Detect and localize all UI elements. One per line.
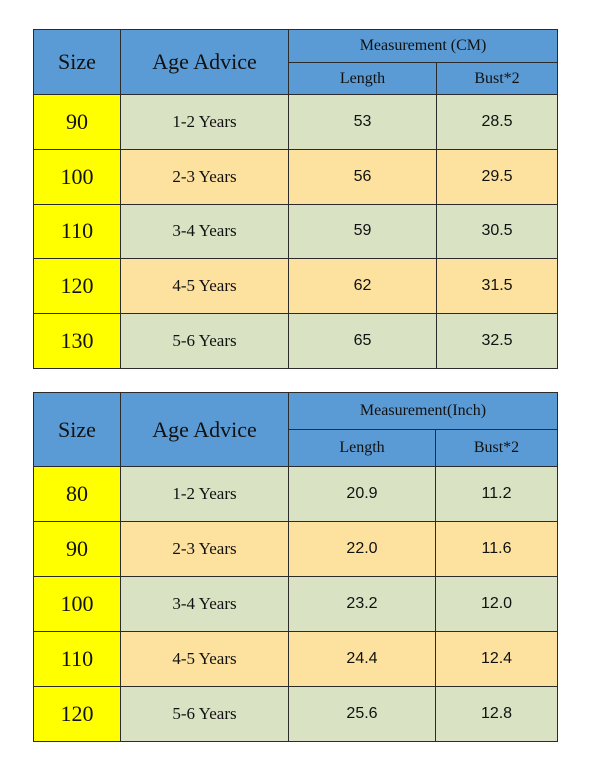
- table-row: 90 2-3 Years 22.0 11.6: [33, 521, 559, 577]
- header-bust: Bust*2: [435, 62, 559, 95]
- table-row: 90 1-2 Years 53 28.5: [33, 94, 559, 150]
- age-cell: 2-3 Years: [120, 521, 289, 577]
- header-size: Size: [33, 392, 121, 467]
- length-cell: 25.6: [288, 686, 436, 742]
- table-row: 100 3-4 Years 23.2 12.0: [33, 576, 559, 632]
- table-row: 110 3-4 Years 59 30.5: [33, 203, 559, 260]
- header-measurement: Measurement (CM): [287, 29, 559, 63]
- size-cell: 80: [33, 466, 121, 522]
- bust-cell: 30.5: [435, 203, 559, 260]
- age-cell: 4-5 Years: [120, 258, 289, 315]
- size-cell: 90: [33, 521, 121, 577]
- age-cell: 3-4 Years: [120, 203, 289, 260]
- size-cell: 100: [33, 576, 121, 632]
- age-cell: 5-6 Years: [120, 313, 289, 369]
- length-cell: 53: [288, 94, 437, 150]
- size-cell: 130: [33, 313, 121, 369]
- table-row: 110 4-5 Years 24.4 12.4: [33, 631, 559, 687]
- length-cell: 20.9: [288, 466, 436, 522]
- length-cell: 24.4: [288, 631, 436, 687]
- size-cell: 110: [33, 203, 121, 260]
- bust-cell: 29.5: [435, 148, 559, 205]
- table-row: 80 1-2 Years 20.9 11.2: [33, 466, 559, 522]
- header-size: Size: [33, 29, 121, 95]
- table-row: 120 4-5 Years 62 31.5: [33, 258, 559, 315]
- size-cell: 120: [33, 686, 121, 742]
- bust-cell: 12.8: [434, 686, 559, 742]
- age-cell: 4-5 Years: [120, 631, 289, 687]
- size-cell: 120: [33, 258, 121, 315]
- size-chart-cm-table: Size Age Advice Measurement (CM) Length …: [33, 29, 559, 369]
- length-cell: 65: [288, 313, 437, 369]
- header-age-advice: Age Advice: [120, 29, 289, 95]
- bust-cell: 31.5: [435, 258, 559, 315]
- bust-cell: 11.6: [434, 521, 559, 577]
- age-cell: 1-2 Years: [120, 94, 289, 150]
- header-age-advice: Age Advice: [120, 392, 289, 467]
- age-cell: 1-2 Years: [120, 466, 289, 522]
- length-cell: 56: [288, 148, 437, 205]
- age-cell: 5-6 Years: [120, 686, 289, 742]
- table-row: 120 5-6 Years 25.6 12.8: [33, 686, 559, 742]
- length-cell: 22.0: [288, 521, 436, 577]
- bust-cell: 11.2: [434, 466, 559, 522]
- header-length: Length: [288, 62, 437, 95]
- table-row: 130 5-6 Years 65 32.5: [33, 313, 559, 369]
- header-measurement: Measurement(Inch): [287, 392, 559, 430]
- age-cell: 2-3 Years: [120, 148, 289, 205]
- length-cell: 62: [288, 258, 437, 315]
- bust-cell: 12.4: [434, 631, 559, 687]
- length-cell: 59: [288, 203, 437, 260]
- size-cell: 110: [33, 631, 121, 687]
- size-cell: 100: [33, 148, 121, 205]
- header-bust: Bust*2: [434, 429, 559, 467]
- table-row: 100 2-3 Years 56 29.5: [33, 148, 559, 205]
- size-cell: 90: [33, 94, 121, 150]
- header-length: Length: [288, 429, 436, 467]
- bust-cell: 32.5: [435, 313, 559, 369]
- bust-cell: 12.0: [434, 576, 559, 632]
- length-cell: 23.2: [288, 576, 436, 632]
- bust-cell: 28.5: [435, 94, 559, 150]
- size-chart-inch-table: Size Age Advice Measurement(Inch) Length…: [33, 392, 559, 742]
- age-cell: 3-4 Years: [120, 576, 289, 632]
